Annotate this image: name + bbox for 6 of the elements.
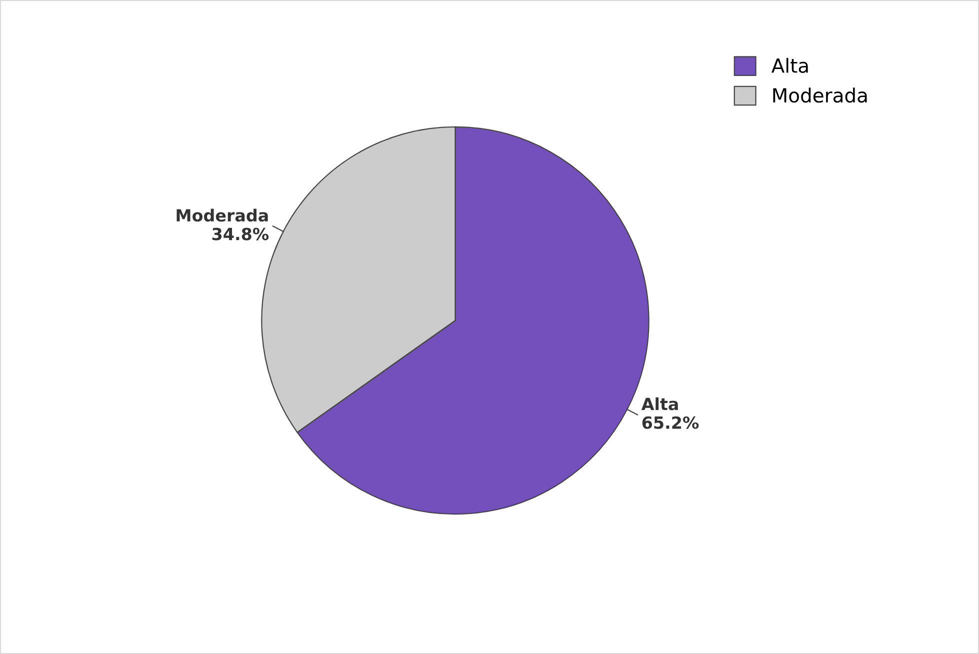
- data-label: 34.8%: [212, 228, 269, 240]
- slice-label: Alta: [641, 397, 678, 410]
- data-label: 65.2%: [642, 416, 699, 429]
- legend-label: Moderada: [773, 88, 867, 103]
- legend-label: Alta: [771, 58, 808, 73]
- slice-label: Moderada: [176, 208, 268, 222]
